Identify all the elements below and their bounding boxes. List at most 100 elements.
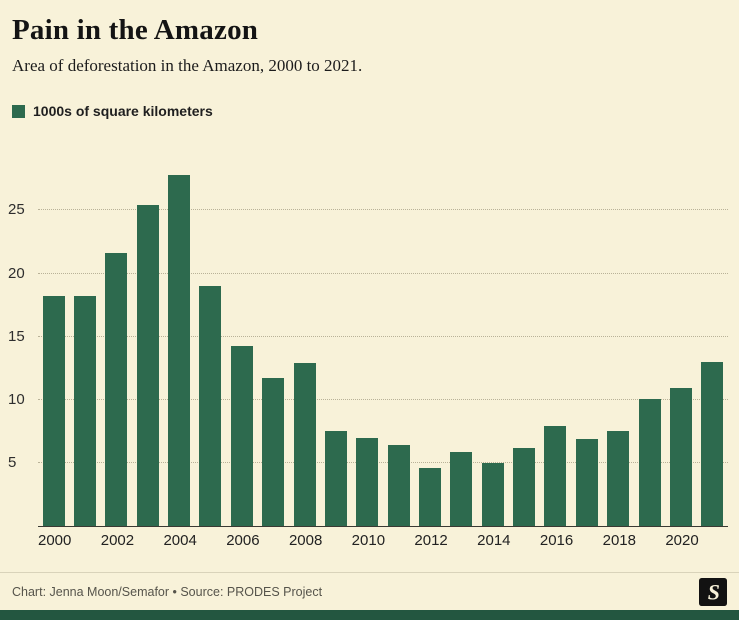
bar-slot — [446, 160, 477, 526]
y-tick-label: 10 — [8, 390, 27, 408]
x-tick-label: 2000 — [38, 532, 72, 549]
bar-2003 — [136, 205, 159, 526]
x-tick-cell — [699, 532, 728, 549]
x-tick-cell: 2016 — [540, 532, 573, 549]
x-tick-label: 2008 — [288, 532, 323, 549]
x-tick-cell — [573, 532, 602, 549]
plot-area: 5 10 15 20 25 — [8, 160, 728, 527]
x-tick-cell — [71, 532, 100, 549]
bar-slot — [665, 160, 696, 526]
bar-2014 — [481, 462, 504, 526]
x-tick-cell: 2002 — [101, 532, 134, 549]
x-tick-cell — [511, 532, 540, 549]
footer: Chart: Jenna Moon/Semafor • Source: PROD… — [0, 572, 739, 610]
bar-slot — [132, 160, 163, 526]
x-tick-label: 2006 — [226, 532, 260, 549]
bar-2012 — [418, 467, 441, 526]
y-tick-label: 20 — [8, 264, 27, 282]
bar-slot — [289, 160, 320, 526]
footer-credit: Chart: Jenna Moon/Semafor • Source: PROD… — [12, 584, 323, 599]
x-tick-cell — [260, 532, 289, 549]
y-tick-label: 5 — [8, 453, 19, 471]
legend-label: 1000s of square kilometers — [33, 103, 213, 119]
bar-2007 — [262, 378, 285, 526]
bar-2018 — [607, 431, 630, 526]
bar-2010 — [356, 437, 379, 526]
x-tick-label: 2010 — [351, 532, 386, 549]
bar-2002 — [105, 253, 128, 526]
bar-2013 — [450, 451, 473, 526]
x-tick-label: 2004 — [163, 532, 197, 549]
svg-text:S: S — [708, 580, 720, 604]
bar-slot — [163, 160, 194, 526]
x-tick-label: 2018 — [602, 532, 636, 549]
x-tick-cell — [636, 532, 665, 549]
x-tick-cell — [448, 532, 477, 549]
bar-slot — [414, 160, 445, 526]
x-tick-cell: 2006 — [226, 532, 259, 549]
bar-2020 — [669, 388, 692, 526]
bar-slot — [634, 160, 665, 526]
bar-slot — [101, 160, 132, 526]
x-tick-label: 2016 — [539, 532, 574, 549]
bar-slot — [508, 160, 539, 526]
semafor-logo-icon[interactable]: S — [699, 577, 727, 606]
bar-2005 — [199, 286, 222, 526]
x-tick-cell — [322, 532, 351, 549]
x-tick-cell — [385, 532, 414, 549]
gridline-20: 20 — [8, 264, 728, 282]
x-tick-label: 2012 — [414, 532, 448, 549]
gridlines: 5 10 15 20 25 — [8, 160, 728, 526]
bar-2016 — [544, 426, 567, 526]
bar-2001 — [74, 296, 97, 526]
bar-slot — [258, 160, 289, 526]
x-tick-cell: 2020 — [665, 532, 698, 549]
x-axis-labels: 2000 2002 2004 2006 2008 2010 2012 2014 2016 2018… — [38, 532, 728, 549]
bar-slot — [571, 160, 602, 526]
x-tick-cell — [134, 532, 163, 549]
gridline-25: 25 — [8, 201, 728, 219]
x-tick-label: 2020 — [665, 532, 699, 549]
bar-2021 — [701, 361, 724, 526]
gridline-10: 10 — [8, 390, 728, 408]
bar-2011 — [387, 445, 410, 526]
x-tick-cell: 2010 — [352, 532, 385, 549]
y-tick-label: 25 — [8, 201, 27, 219]
bar-slot — [540, 160, 571, 526]
bar-2004 — [168, 175, 191, 526]
x-tick-cell: 2014 — [477, 532, 510, 549]
bar-slot — [477, 160, 508, 526]
bar-slot — [320, 160, 351, 526]
x-tick-cell: 2018 — [603, 532, 636, 549]
bar-2019 — [638, 398, 661, 526]
bar-2006 — [230, 345, 253, 526]
chart-title: Pain in the Amazon — [12, 14, 259, 46]
bar-slot — [69, 160, 100, 526]
legend-swatch-icon — [12, 104, 25, 118]
bar-2017 — [575, 438, 598, 526]
bar-2009 — [324, 431, 347, 526]
bar-slot — [38, 160, 69, 526]
x-tick-cell: 2004 — [163, 532, 196, 549]
x-tick-cell — [197, 532, 226, 549]
x-tick-label: 2014 — [477, 532, 511, 549]
bar-slot — [226, 160, 257, 526]
bar-slot — [352, 160, 383, 526]
bars — [38, 160, 728, 526]
bar-slot — [602, 160, 633, 526]
bar-slot — [697, 160, 728, 526]
x-tick-cell: 2008 — [289, 532, 322, 549]
x-tick-cell: 2012 — [414, 532, 447, 549]
chart-subtitle: Area of deforestation in the Amazon, 200… — [12, 56, 363, 76]
header: Pain in the Amazon Area of deforestation… — [12, 14, 727, 76]
bar-2000 — [42, 296, 65, 526]
bottom-accent-bar — [0, 610, 739, 620]
x-tick-cell: 2000 — [38, 532, 71, 549]
bar-2008 — [293, 363, 316, 526]
gridline-15: 15 — [8, 327, 728, 345]
gridline-5: 5 — [8, 453, 728, 471]
y-tick-label: 15 — [8, 327, 27, 345]
legend: 1000s of square kilometers — [12, 103, 213, 119]
x-tick-label: 2002 — [100, 532, 135, 549]
